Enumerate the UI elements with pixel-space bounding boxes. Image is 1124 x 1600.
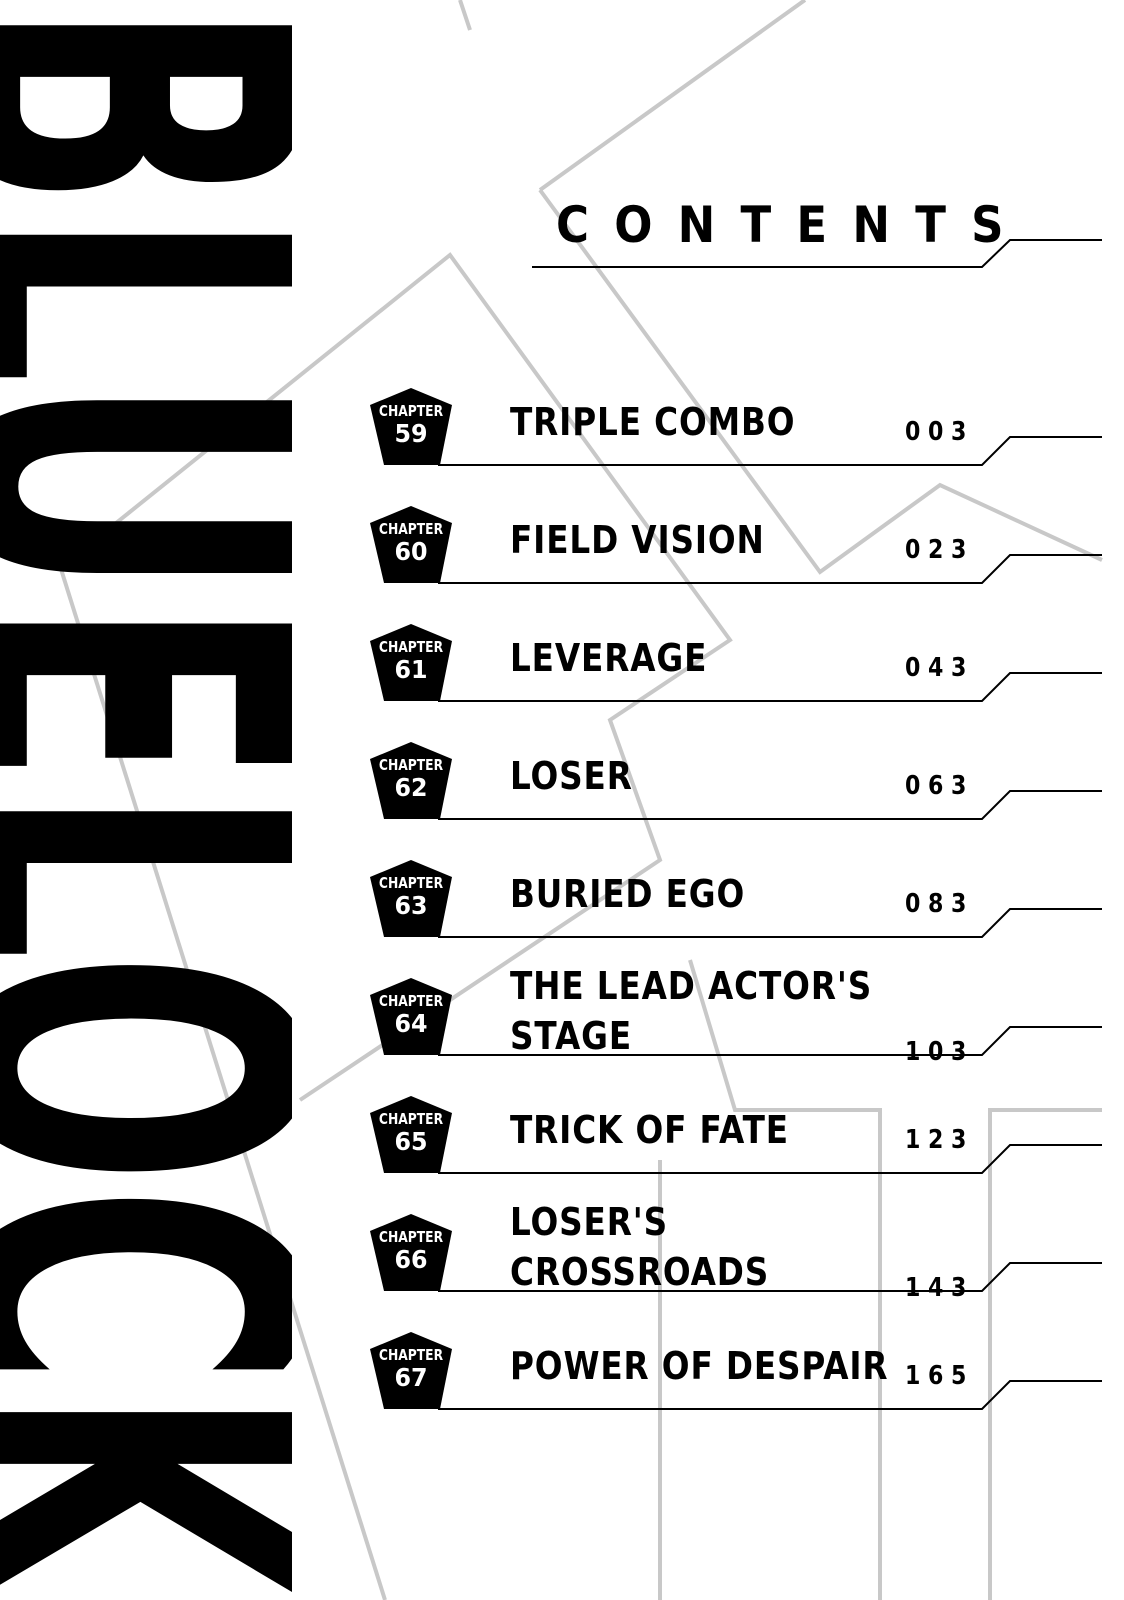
rule-line [438,1380,1102,1410]
rule-line [438,908,1102,938]
page-number: 023 [905,535,975,565]
series-logo-vertical: BLUELOCK [0,0,292,1600]
chapter-number: 66 [394,1245,428,1274]
toc-entry[interactable]: CHAPTER 61 LEVERAGE 043 [0,591,1124,709]
toc-entry[interactable]: CHAPTER 64 THE LEAD ACTOR'S STAGE 103 [0,945,1124,1067]
chapter-label: CHAPTER [378,1110,444,1128]
chapter-label: CHAPTER [378,402,444,420]
toc-entry[interactable]: CHAPTER 66 LOSER'S CROSSROADS 143 [0,1181,1124,1303]
rule-line [438,1026,1102,1056]
rule-line [438,436,1102,466]
chapter-title: POWER OF DESPAIR [510,1344,889,1388]
chapter-badge: CHAPTER 61 [368,623,454,703]
page-number: 143 [905,1273,975,1303]
chapter-title: CROSSROADS [510,1250,770,1294]
chapter-badge: CHAPTER 62 [368,741,454,821]
chapter-label: CHAPTER [378,520,444,538]
toc-entry[interactable]: CHAPTER 67 POWER OF DESPAIR 165 [0,1299,1124,1417]
chapter-number: 65 [394,1127,428,1156]
contents-heading: CONTENTS [556,196,1029,254]
rule-line [532,239,1102,268]
chapter-label: CHAPTER [378,756,444,774]
rule-line [438,672,1102,702]
chapter-label: CHAPTER [378,874,444,892]
chapter-label: CHAPTER [378,992,444,1010]
chapter-badge: CHAPTER 67 [368,1331,454,1411]
chapter-title: LEVERAGE [510,636,708,680]
toc-entry[interactable]: CHAPTER 63 BURIED EGO 083 [0,827,1124,945]
chapter-badge: CHAPTER 60 [368,505,454,585]
page-number: 083 [905,889,975,919]
rule-line [438,790,1102,820]
chapter-title: TRIPLE COMBO [510,400,796,444]
chapter-number: 67 [394,1363,428,1392]
svg-text:BLUELOCK: BLUELOCK [0,0,292,1600]
chapter-badge: CHAPTER 66 [368,1213,454,1293]
toc-entry[interactable]: CHAPTER 62 LOSER 063 [0,709,1124,827]
chapter-title: BURIED EGO [510,872,746,916]
toc-entry[interactable]: CHAPTER 59 TRIPLE COMBO 003 [0,355,1124,473]
chapter-badge: CHAPTER 65 [368,1095,454,1175]
chapter-title: LOSER [510,754,633,798]
chapter-label: CHAPTER [378,638,444,656]
chapter-number: 59 [394,419,428,448]
page-number: 103 [905,1037,975,1067]
chapter-title: LOSER'S [510,1200,669,1244]
chapter-badge: CHAPTER 63 [368,859,454,939]
page-number: 003 [905,417,975,447]
chapter-title: STAGE [510,1014,633,1058]
page-number: 165 [905,1361,975,1391]
toc-entry[interactable]: CHAPTER 65 TRICK OF FATE 123 [0,1063,1124,1181]
chapter-number: 61 [394,655,428,684]
page-number: 123 [905,1125,975,1155]
chapter-title: TRICK OF FATE [510,1108,789,1152]
chapter-number: 62 [394,773,428,802]
chapter-label: CHAPTER [378,1228,444,1246]
chapter-number: 63 [394,891,428,920]
toc-entry[interactable]: CHAPTER 60 FIELD VISION 023 [0,473,1124,591]
chapter-title: THE LEAD ACTOR'S [510,964,873,1008]
chapter-label: CHAPTER [378,1346,444,1364]
rule-line [438,554,1102,584]
chapter-badge: CHAPTER 59 [368,387,454,467]
page-number: 043 [905,653,975,683]
page-number: 063 [905,771,975,801]
rule-line [438,1144,1102,1174]
chapter-badge: CHAPTER 64 [368,977,454,1057]
chapter-title: FIELD VISION [510,518,765,562]
chapter-number: 60 [394,537,428,566]
chapter-number: 64 [394,1009,428,1038]
rule-line [438,1262,1102,1292]
